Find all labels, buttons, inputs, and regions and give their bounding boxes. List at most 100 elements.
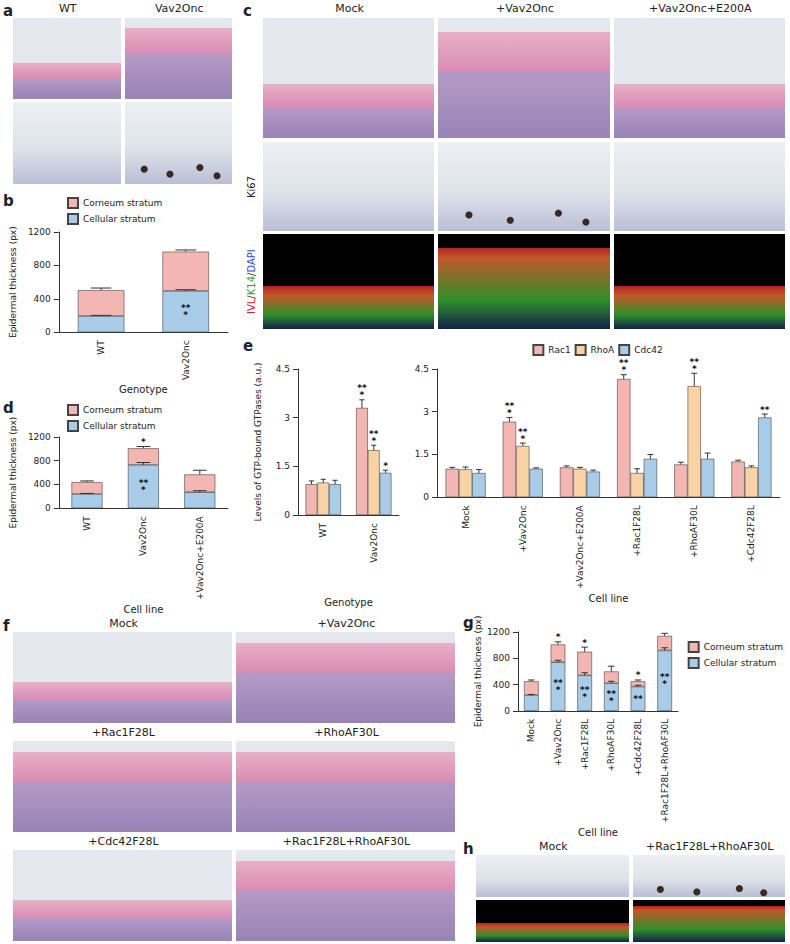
- html-text:Mock: Mock: [335, 2, 364, 15]
- svg-text:+Rac1F28L: +Rac1F28L: [632, 505, 642, 556]
- svg-text:+Vav2Onc: +Vav2Onc: [553, 719, 563, 766]
- svg-text:*: *: [609, 696, 614, 706]
- svg-text:Cellular stratum: Cellular stratum: [83, 214, 156, 224]
- svg-text:Corneum stratum: Corneum stratum: [83, 198, 162, 208]
- svg-text:*: *: [582, 638, 587, 648]
- svg-text:*: *: [582, 692, 587, 702]
- svg-text:Levels of GTP-bound GTPases (a: Levels of GTP-bound GTPases (a.u.): [253, 362, 263, 521]
- svg-text:+Vav2Onc: +Vav2Onc: [518, 505, 528, 552]
- svg-text:+Cdc42F28L: +Cdc42F28L: [633, 719, 643, 777]
- html-text:d: d: [3, 399, 14, 417]
- svg-text:0: 0: [45, 327, 51, 337]
- svg-text:Vav2Onc: Vav2Onc: [369, 523, 379, 563]
- svg-text:Epidermal thickness (px): Epidermal thickness (px): [8, 417, 18, 529]
- svg-text:*: *: [141, 437, 146, 447]
- svg-text:Mock: Mock: [526, 718, 536, 742]
- svg-text:Cell line: Cell line: [123, 604, 163, 615]
- svg-text:**: **: [760, 405, 770, 415]
- html-text:Vav2Onc: Vav2Onc: [154, 2, 204, 15]
- svg-text:+Cdc42F28L: +Cdc42F28L: [746, 505, 756, 563]
- svg-text:*: *: [371, 436, 376, 446]
- html-text:Mock: Mock: [538, 840, 568, 853]
- svg-text:*: *: [183, 310, 188, 320]
- svg-text:1200: 1200: [28, 227, 51, 237]
- html-text:+Vav2Onc: +Vav2Onc: [496, 2, 554, 15]
- svg-text:*: *: [556, 685, 561, 695]
- svg-text:Cellular stratum: Cellular stratum: [704, 658, 777, 668]
- svg-text:0: 0: [423, 492, 429, 502]
- html-text:a: a: [3, 2, 14, 20]
- svg-text:Rac1: Rac1: [548, 345, 570, 355]
- svg-text:800: 800: [34, 260, 51, 270]
- svg-text:Genotype: Genotype: [119, 384, 168, 395]
- svg-text:400: 400: [493, 680, 510, 690]
- svg-text:Corneum stratum: Corneum stratum: [83, 405, 162, 415]
- svg-text:0: 0: [45, 503, 51, 513]
- svg-text:Genotype: Genotype: [324, 597, 373, 608]
- svg-text:*: *: [662, 679, 667, 689]
- svg-text:*: *: [520, 434, 525, 444]
- svg-text:1.5: 1.5: [276, 461, 290, 471]
- svg-text:0: 0: [504, 706, 510, 716]
- svg-text:Cdc42: Cdc42: [634, 345, 662, 355]
- html-text:+Cdc42F28L: +Cdc42F28L: [88, 835, 159, 848]
- svg-text:3: 3: [423, 407, 429, 417]
- svg-text:*: *: [636, 670, 641, 680]
- svg-text:Epidermal thickness (px): Epidermal thickness (px): [473, 616, 483, 728]
- svg-text:*: *: [383, 461, 388, 471]
- svg-text:+Rac1F28L: +Rac1F28L: [580, 719, 590, 770]
- svg-text:4.5: 4.5: [276, 364, 290, 374]
- svg-text:Vav2Onc: Vav2Onc: [138, 516, 148, 556]
- svg-text:+Vav2Onc+E200A: +Vav2Onc+E200A: [195, 515, 205, 600]
- html-text:IVL: IVL: [246, 298, 257, 314]
- svg-text:*: *: [360, 390, 365, 400]
- html-text:+Rac1F28L+RhoAF30L: +Rac1F28L+RhoAF30L: [646, 840, 774, 853]
- html-text:Mock: Mock: [109, 617, 138, 630]
- svg-text:WT: WT: [82, 516, 92, 531]
- svg-text:4.5: 4.5: [415, 364, 429, 374]
- svg-text:Vav2Onc: Vav2Onc: [181, 340, 191, 380]
- svg-text:1.5: 1.5: [415, 449, 429, 459]
- svg-text:Cell line: Cell line: [589, 593, 629, 604]
- svg-text:*: *: [692, 364, 697, 374]
- svg-text:*: *: [556, 632, 561, 642]
- html-text:b: b: [3, 192, 14, 210]
- svg-text:800: 800: [493, 653, 510, 663]
- html-text:WT: WT: [58, 2, 77, 15]
- svg-text:1200: 1200: [28, 432, 51, 442]
- html-text:+Vav2Onc+E200A: +Vav2Onc+E200A: [649, 2, 752, 15]
- html-text:DAPI: DAPI: [246, 249, 257, 273]
- svg-text:Epidermal thickness (px): Epidermal thickness (px): [8, 226, 18, 338]
- html-text:Ki67: Ki67: [246, 175, 257, 198]
- svg-text:WT: WT: [318, 523, 328, 538]
- svg-text:+Vav2Onc+E200A: +Vav2Onc+E200A: [575, 504, 585, 589]
- svg-text:Cell line: Cell line: [578, 827, 618, 838]
- svg-text:1200: 1200: [487, 627, 510, 637]
- svg-text:Cellular stratum: Cellular stratum: [83, 421, 156, 431]
- html-text:+Rac1F28L+RhoAF30L: +Rac1F28L+RhoAF30L: [282, 835, 411, 848]
- svg-text:*: *: [621, 365, 626, 375]
- html-text:g: g: [463, 614, 474, 632]
- svg-text:400: 400: [34, 294, 51, 304]
- svg-text:+Rac1F28L+RhoAF30L: +Rac1F28L+RhoAF30L: [660, 719, 670, 823]
- svg-text:+RhoAF30L: +RhoAF30L: [606, 719, 616, 772]
- svg-text:800: 800: [34, 456, 51, 466]
- html-text:e: e: [243, 337, 254, 355]
- html-text:+Rac1F28L: +Rac1F28L: [92, 726, 155, 739]
- svg-text:*: *: [507, 408, 512, 418]
- svg-text:400: 400: [34, 479, 51, 489]
- svg-text:0: 0: [284, 510, 290, 520]
- svg-text:+RhoAF30L: +RhoAF30L: [689, 505, 699, 558]
- svg-text:WT: WT: [96, 340, 106, 355]
- html-text:h: h: [463, 840, 474, 858]
- html-text:+RhoAF30L: +RhoAF30L: [314, 726, 379, 739]
- svg-text:Corneum stratum: Corneum stratum: [704, 642, 783, 652]
- html-text:c: c: [243, 2, 252, 20]
- svg-text:3: 3: [284, 413, 290, 423]
- svg-text:**: **: [633, 694, 643, 704]
- html-text:K14: K14: [246, 275, 257, 296]
- svg-text:*: *: [141, 485, 146, 495]
- svg-text:RhoA: RhoA: [591, 345, 615, 355]
- svg-text:Mock: Mock: [461, 504, 471, 528]
- html-text:+Vav2Onc: +Vav2Onc: [317, 617, 376, 630]
